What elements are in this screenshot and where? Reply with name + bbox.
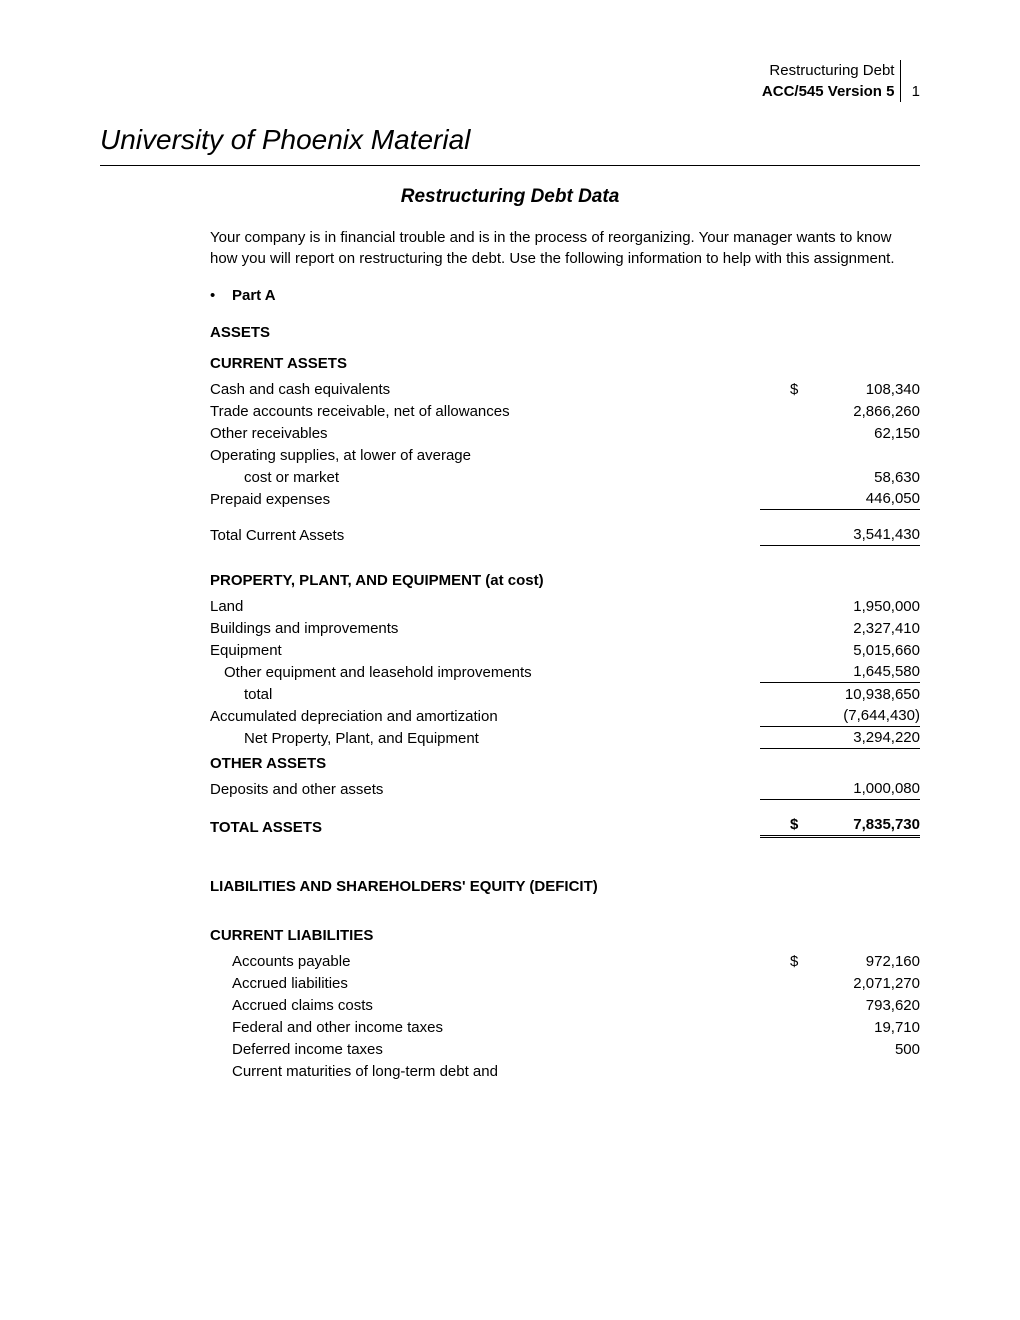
row-equipment: Equipment 5,015,660 — [210, 639, 920, 661]
part-a-bullet: •Part A — [210, 285, 920, 306]
main-title: University of Phoenix Material — [100, 120, 920, 159]
def-tax-label: Deferred income taxes — [210, 1039, 760, 1060]
total-current-assets-value: 3,541,430 — [810, 524, 920, 545]
ppe-total-label: total — [210, 684, 760, 705]
accr-claims-label: Accrued claims costs — [210, 995, 760, 1016]
row-accrued-liab: Accrued liabilities 2,071,270 — [210, 972, 920, 994]
equipment-label: Equipment — [210, 640, 760, 661]
intro-paragraph: Your company is in financial trouble and… — [210, 227, 920, 269]
row-net-ppe: Net Property, Plant, and Equipment 3,294… — [210, 727, 920, 749]
ap-label: Accounts payable — [210, 951, 760, 972]
row-ppe-total: total 10,938,650 — [210, 683, 920, 705]
row-total-current-assets: Total Current Assets 3,541,430 — [210, 524, 920, 546]
other-equip-value: 1,645,580 — [810, 661, 920, 682]
row-buildings: Buildings and improvements 2,327,410 — [210, 617, 920, 639]
header-course: ACC/545 Version 5 — [762, 83, 895, 100]
row-cur-mat: Current maturities of long-term debt and — [210, 1060, 920, 1082]
cost-market-label: cost or market — [210, 467, 760, 488]
net-ppe-label: Net Property, Plant, and Equipment — [210, 728, 760, 749]
accum-dep-value: (7,644,430) — [810, 705, 920, 726]
liabilities-heading: LIABILITIES AND SHAREHOLDERS' EQUITY (DE… — [210, 876, 920, 897]
row-def-tax: Deferred income taxes 500 — [210, 1038, 920, 1060]
page-header: Restructuring Debt ACC/545 Version 5 1 — [100, 60, 920, 102]
ppe-total-value: 10,938,650 — [810, 684, 920, 705]
row-cash: Cash and cash equivalents $108,340 — [210, 378, 920, 400]
op-supplies-label: Operating supplies, at lower of average — [210, 445, 760, 466]
cash-value: 108,340 — [810, 379, 920, 400]
row-cost-market: cost or market 58,630 — [210, 466, 920, 488]
buildings-label: Buildings and improvements — [210, 618, 760, 639]
other-equip-label: Other equipment and leasehold improvemen… — [210, 662, 760, 683]
row-other-recv: Other receivables 62,150 — [210, 422, 920, 444]
row-accounts-payable: Accounts payable $972,160 — [210, 950, 920, 972]
trade-label: Trade accounts receivable, net of allowa… — [210, 401, 760, 422]
row-other-equip: Other equipment and leasehold improvemen… — [210, 661, 920, 683]
fed-tax-value: 19,710 — [810, 1017, 920, 1038]
subtitle: Restructuring Debt Data — [100, 184, 920, 211]
cost-market-value: 58,630 — [810, 467, 920, 488]
accr-liab-value: 2,071,270 — [810, 973, 920, 994]
current-assets-heading: CURRENT ASSETS — [210, 353, 920, 374]
row-accum-dep: Accumulated depreciation and amortizatio… — [210, 705, 920, 727]
row-land: Land 1,950,000 — [210, 595, 920, 617]
trade-value: 2,866,260 — [810, 401, 920, 422]
def-tax-value: 500 — [810, 1039, 920, 1060]
accr-liab-label: Accrued liabilities — [210, 973, 760, 994]
equipment-value: 5,015,660 — [810, 640, 920, 661]
header-title: Restructuring Debt — [769, 62, 894, 79]
accr-claims-value: 793,620 — [810, 995, 920, 1016]
total-current-assets-label: Total Current Assets — [210, 525, 760, 546]
page-number: 1 — [912, 83, 920, 100]
land-label: Land — [210, 596, 760, 617]
title-rule — [100, 165, 920, 166]
currency-symbol: $ — [790, 951, 810, 972]
prepaid-label: Prepaid expenses — [210, 489, 760, 510]
row-op-supplies: Operating supplies, at lower of average — [210, 444, 920, 466]
part-label: Part A — [232, 287, 276, 304]
cur-mat-label: Current maturities of long-term debt and — [210, 1061, 760, 1082]
buildings-value: 2,327,410 — [810, 618, 920, 639]
prepaid-value: 446,050 — [810, 488, 920, 509]
other-recv-label: Other receivables — [210, 423, 760, 444]
deposits-value: 1,000,080 — [810, 778, 920, 799]
fed-tax-label: Federal and other income taxes — [210, 1017, 760, 1038]
currency-symbol: $ — [790, 814, 810, 835]
currency-symbol: $ — [790, 379, 810, 400]
deposits-label: Deposits and other assets — [210, 779, 760, 800]
net-ppe-value: 3,294,220 — [810, 727, 920, 748]
row-accrued-claims: Accrued claims costs 793,620 — [210, 994, 920, 1016]
current-liabilities-heading: CURRENT LIABILITIES — [210, 925, 920, 946]
ppe-heading: PROPERTY, PLANT, AND EQUIPMENT (at cost) — [210, 570, 920, 591]
row-prepaid: Prepaid expenses 446,050 — [210, 488, 920, 510]
ap-value: 972,160 — [810, 951, 920, 972]
other-recv-value: 62,150 — [810, 423, 920, 444]
total-assets-label: TOTAL ASSETS — [210, 817, 760, 838]
row-trade: Trade accounts receivable, net of allowa… — [210, 400, 920, 422]
row-deposits: Deposits and other assets 1,000,080 — [210, 778, 920, 800]
total-assets-value: 7,835,730 — [810, 814, 920, 835]
assets-heading: ASSETS — [210, 322, 920, 343]
accum-dep-label: Accumulated depreciation and amortizatio… — [210, 706, 760, 727]
row-total-assets: TOTAL ASSETS $7,835,730 — [210, 814, 920, 838]
other-assets-heading: OTHER ASSETS — [210, 753, 920, 774]
cash-label: Cash and cash equivalents — [210, 379, 760, 400]
row-fed-tax: Federal and other income taxes 19,710 — [210, 1016, 920, 1038]
land-value: 1,950,000 — [810, 596, 920, 617]
